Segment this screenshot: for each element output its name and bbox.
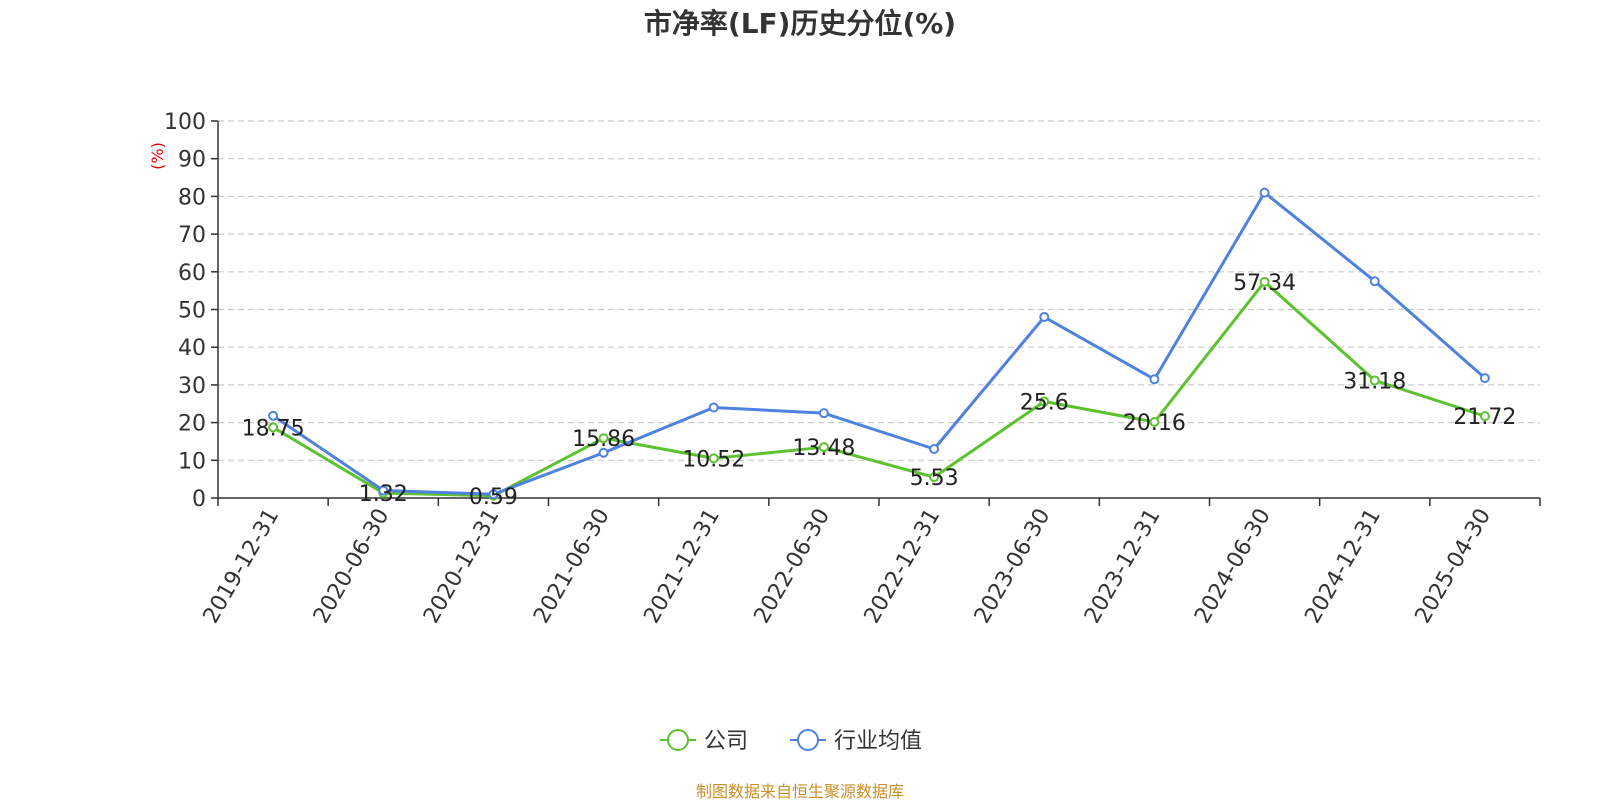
y-tick-label: 70: [178, 223, 206, 248]
data-point-industry: [598, 447, 609, 458]
x-tick-label: 2019-12-31: [199, 505, 285, 628]
source-note: 制图数据来自恒生聚源数据库: [695, 782, 904, 801]
x-tick-label: 2025-04-30: [1411, 505, 1497, 628]
data-point-company: [818, 442, 829, 453]
x-tick-label: 2021-06-30: [529, 505, 615, 628]
legend-industry-marker-icon: [797, 729, 819, 751]
y-tick-label: 40: [178, 336, 206, 361]
data-point-company: [929, 472, 940, 483]
y-tick-label: 20: [178, 412, 206, 437]
x-tick-label: 2020-06-30: [309, 505, 395, 628]
data-point-industry: [818, 408, 829, 419]
y-axis-unit-label: (%): [148, 142, 167, 170]
x-tick-label: 2021-12-31: [639, 505, 725, 628]
data-point-industry: [708, 402, 719, 413]
data-point-industry: [488, 489, 499, 500]
data-label: 1.32: [359, 482, 408, 507]
data-label: 13.48: [792, 436, 855, 461]
data-point-industry: [929, 443, 940, 454]
x-tick-label: 2023-06-30: [970, 505, 1056, 628]
x-tick-label: 2023-12-31: [1080, 505, 1166, 628]
data-point-company: [1259, 276, 1270, 287]
data-point-industry: [268, 410, 279, 421]
x-tick-label: 2022-12-31: [860, 504, 946, 627]
data-label: 21.72: [1453, 405, 1516, 430]
data-point-company: [598, 433, 609, 444]
series-line-company: [272, 280, 1486, 498]
x-tick-label: 2024-06-30: [1190, 505, 1276, 628]
data-label: 31.18: [1343, 369, 1406, 394]
data-point-industry: [1259, 187, 1270, 198]
y-tick-label: 50: [178, 299, 206, 324]
legend-industry-label: 行业均值: [834, 729, 922, 754]
data-point-industry: [1479, 373, 1490, 384]
y-tick-label: 30: [178, 374, 206, 399]
data-point-industry: [1369, 276, 1380, 287]
x-tick-label: 2024-12-31: [1300, 505, 1386, 628]
y-tick-label: 0: [192, 487, 206, 512]
data-point-company: [1369, 375, 1380, 386]
legend-company-marker-icon: [667, 729, 689, 751]
data-point-industry: [378, 485, 389, 496]
data-label: 0.59: [469, 485, 518, 510]
data-label: 10.52: [682, 447, 745, 472]
data-label: 5.53: [910, 466, 959, 491]
data-point-company: [1039, 396, 1050, 407]
y-tick-label: 10: [178, 449, 206, 474]
series-line-industry: [272, 191, 1486, 496]
legend-company-label: 公司: [704, 729, 748, 754]
y-tick-label: 80: [178, 185, 206, 210]
y-tick-label: 100: [164, 110, 206, 135]
data-point-company: [1479, 411, 1490, 422]
data-point-company: [1149, 416, 1160, 427]
data-point-industry: [1149, 374, 1160, 385]
y-tick-label: 90: [178, 148, 206, 173]
y-tick-label: 60: [178, 261, 206, 286]
data-label: 25.6: [1020, 390, 1069, 415]
data-point-company: [268, 422, 279, 433]
data-label: 18.75: [242, 416, 305, 441]
x-tick-label: 2020-12-31: [419, 504, 505, 627]
data-point-company: [708, 453, 719, 464]
chart-title: 市净率(LF)历史分位(%): [643, 7, 957, 40]
data-label: 15.86: [572, 427, 635, 452]
data-label: 20.16: [1123, 411, 1186, 436]
x-tick-label: 2022-06-30: [750, 505, 836, 628]
data-point-industry: [1039, 312, 1050, 323]
data-label: 57.34: [1233, 271, 1296, 296]
